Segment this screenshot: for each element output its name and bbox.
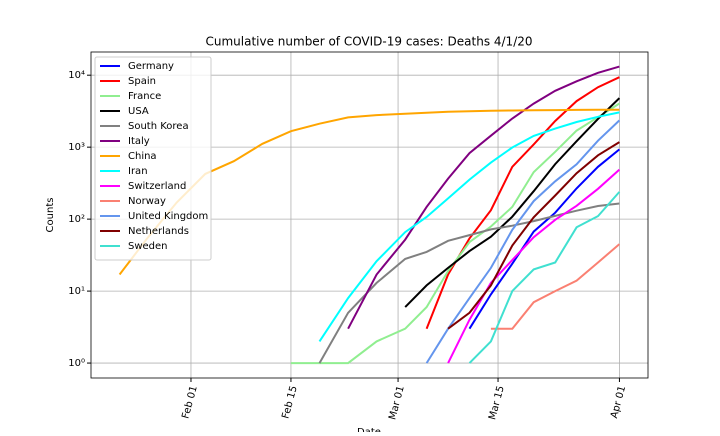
axes-frame bbox=[90, 51, 649, 379]
legend-label: Germany bbox=[128, 61, 174, 72]
legend-label: Spain bbox=[128, 76, 156, 87]
legend-label: Norway bbox=[128, 196, 166, 207]
y-axis-label: Counts bbox=[45, 198, 56, 233]
legend-label: South Korea bbox=[128, 121, 189, 132]
series-line bbox=[118, 108, 620, 276]
legend-label: Netherlands bbox=[128, 226, 189, 237]
series-line bbox=[404, 97, 621, 308]
series-line bbox=[490, 243, 621, 330]
legend-label: France bbox=[128, 91, 161, 102]
legend-label: Switzerland bbox=[128, 181, 186, 192]
y-tick-label: 10⁰ bbox=[68, 358, 85, 369]
series-line bbox=[318, 202, 620, 364]
series-line bbox=[290, 102, 620, 365]
series-line bbox=[425, 119, 621, 364]
legend-label: Italy bbox=[128, 136, 150, 147]
y-tick-label: 10⁴ bbox=[68, 70, 85, 81]
legend-label: Sweden bbox=[128, 241, 168, 252]
y-tick-label: 10³ bbox=[68, 142, 85, 153]
series-line bbox=[447, 141, 620, 330]
legend-label: Iran bbox=[128, 166, 148, 177]
series-line bbox=[347, 65, 620, 330]
legend: Germany Spain France USA South Korea Italy Chi… bbox=[94, 56, 212, 261]
legend-box bbox=[94, 56, 212, 261]
chart-title: Cumulative number of COVID-19 cases: Dea… bbox=[205, 35, 532, 49]
x-axis-label: Date bbox=[357, 427, 381, 432]
y-tick-label: 10² bbox=[68, 214, 85, 225]
series-line bbox=[447, 168, 621, 364]
y-tick-label: 10¹ bbox=[68, 286, 85, 297]
legend-label: United Kingdom bbox=[128, 211, 208, 222]
legend-label: China bbox=[128, 151, 157, 162]
series-line bbox=[468, 191, 621, 364]
legend-label: USA bbox=[128, 106, 149, 117]
series-line bbox=[318, 111, 620, 342]
series-line bbox=[468, 148, 621, 330]
